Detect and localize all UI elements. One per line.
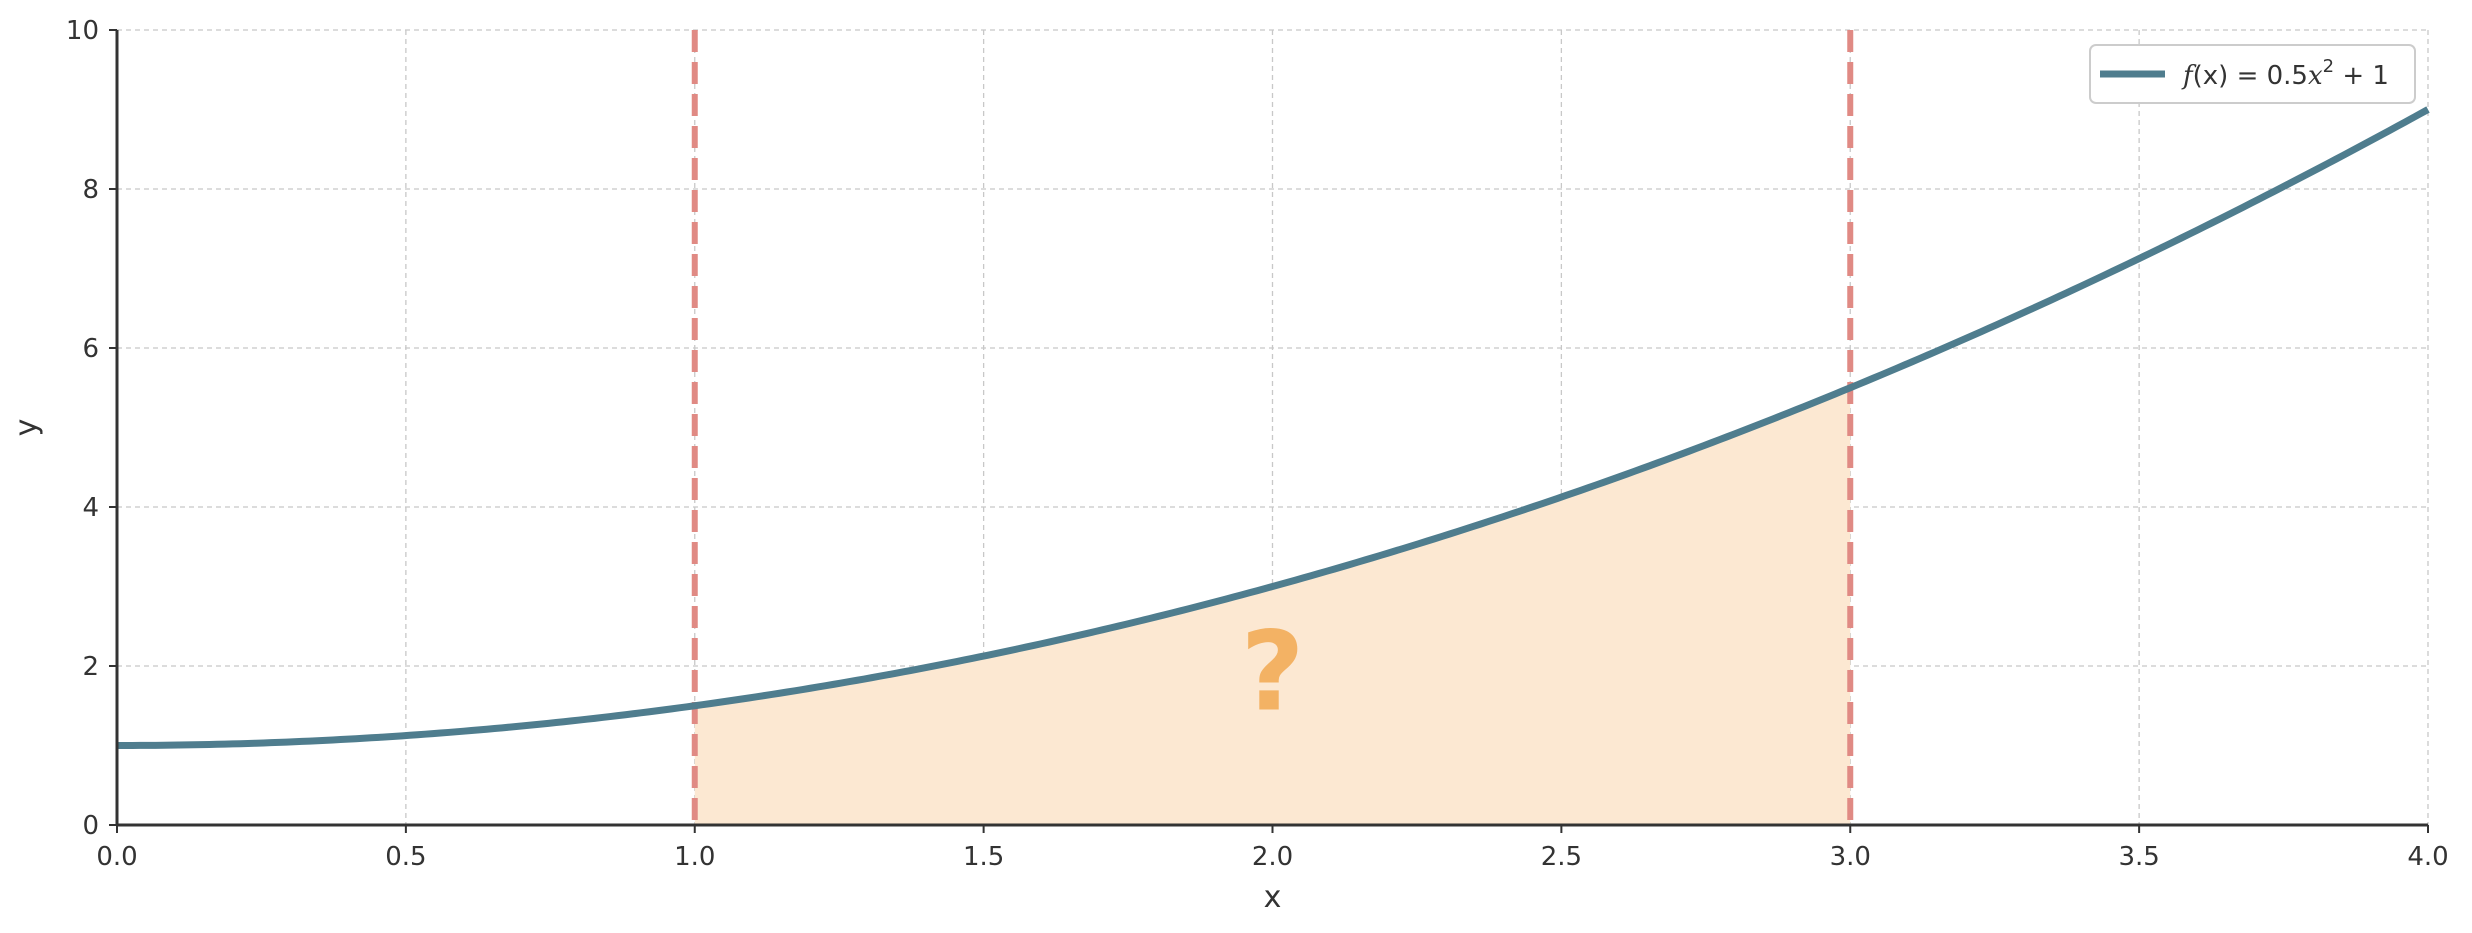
y-tick-label: 2 [82, 652, 99, 682]
legend-fn-arg: (x) [2193, 61, 2229, 91]
x-tick-label: 2.5 [1541, 842, 1582, 872]
legend-box [2089, 44, 2416, 104]
series-line [116, 106, 2430, 749]
x-tick-label: 4.0 [2407, 842, 2448, 872]
x-tick-label: 3.0 [1830, 842, 1871, 872]
legend-fn-exponent: 2 [2323, 56, 2334, 77]
x-tick-label: 3.5 [2118, 842, 2159, 872]
x-axis-label: x [1264, 880, 1282, 915]
tick-labels: 0.0 0.5 1.0 1.5 2.0 2.5 3.0 3.5 4.0 0 2 4 6 8 10 [66, 16, 2449, 872]
axes [109, 29, 2429, 833]
legend: f(x) = 0.5x2 + 1 [2089, 44, 2416, 104]
x-tick-label: 0.5 [385, 842, 426, 872]
x-tick-label: 1.5 [963, 842, 1004, 872]
legend-fn-tail: + 1 [2334, 61, 2389, 91]
curve-layer [116, 106, 2430, 749]
y-tick-label: 0 [82, 811, 99, 841]
legend-fn-eq: = 0.5 [2228, 61, 2308, 91]
y-tick-label: 10 [66, 16, 99, 46]
x-tick-label: 1.0 [674, 842, 715, 872]
x-tick-label: 0.0 [96, 842, 137, 872]
x-tick-label: 2.0 [1252, 842, 1293, 872]
legend-label: f(x) = 0.5x2 + 1 [2181, 56, 2389, 91]
legend-fn-var: x [2308, 61, 2323, 91]
bound-lines [691, 30, 1854, 825]
y-axis-label: y [9, 419, 44, 437]
y-tick-label: 6 [82, 334, 99, 364]
region-question-mark: ? [1241, 608, 1305, 736]
y-tick-label: 4 [82, 493, 99, 523]
y-tick-label: 8 [82, 175, 99, 205]
